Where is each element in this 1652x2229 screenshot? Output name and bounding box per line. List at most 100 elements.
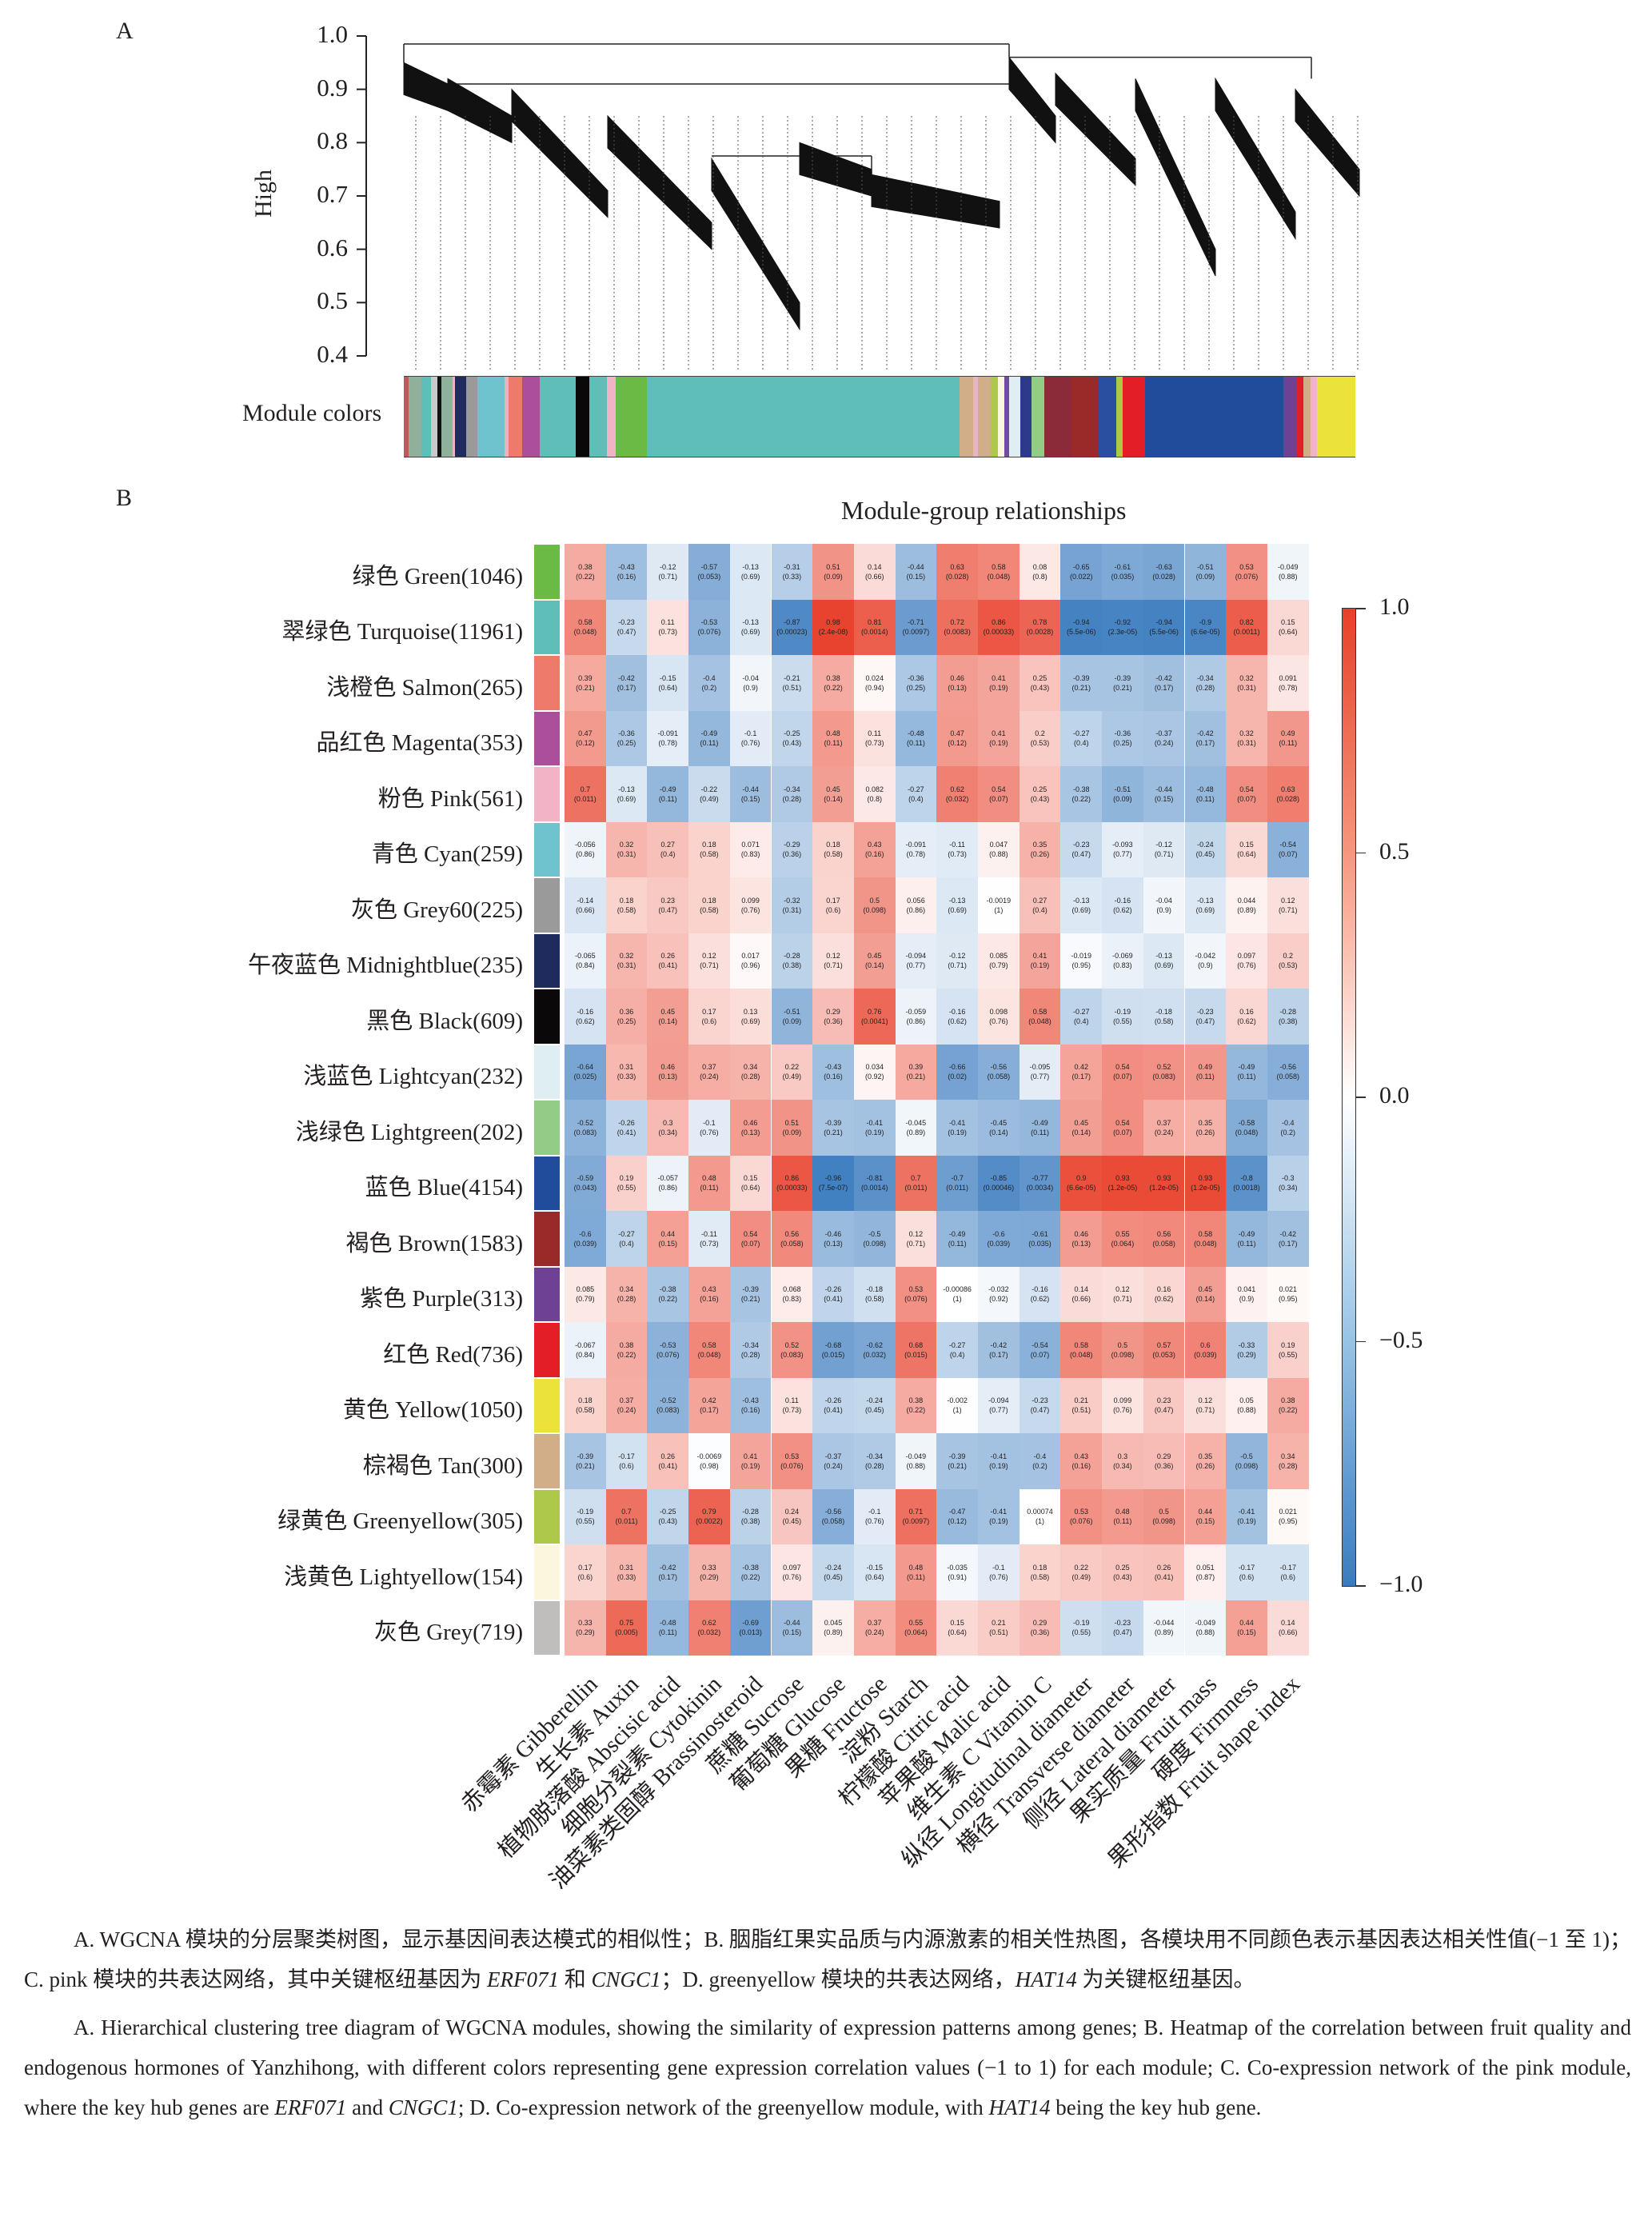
cell-p-value: (0.69) xyxy=(1071,905,1091,914)
heatmap-cell: 0.044 (0.89) xyxy=(1226,877,1267,933)
cell-p-value: (0.028) xyxy=(1276,794,1299,803)
cell-p-value: (0.028) xyxy=(1152,572,1175,581)
cell-p-value: (0.048) xyxy=(697,1350,721,1359)
cell-correlation: -0.34 xyxy=(1197,673,1214,682)
cell-p-value: (0.66) xyxy=(1278,1628,1298,1637)
cell-p-value: (0.49) xyxy=(782,1073,802,1081)
cell-p-value: (0.22) xyxy=(824,683,843,692)
dendrogram-cluster xyxy=(1055,72,1136,186)
cell-correlation: 0.62 xyxy=(950,785,964,793)
heatmap-cell: 0.63 (0.028) xyxy=(936,544,978,600)
cell-p-value: (0.41) xyxy=(824,1406,843,1415)
cell-correlation: 0.82 xyxy=(1239,618,1254,627)
cell-correlation: -0.62 xyxy=(866,1340,883,1349)
module-color-strip xyxy=(404,376,1355,457)
heatmap-cell: 0.58 (0.048) xyxy=(565,599,606,655)
module-color-segment xyxy=(1020,377,1032,457)
heatmap-cell: 0.35 (0.26) xyxy=(1184,1100,1227,1156)
cell-correlation: 0.17 xyxy=(578,1563,593,1572)
cell-p-value: (0.69) xyxy=(1154,961,1174,970)
cell-p-value: (0.36) xyxy=(1154,1461,1174,1470)
heatmap-cell: 0.53 (0.076) xyxy=(895,1266,937,1322)
cell-p-value: (0.58) xyxy=(617,905,636,914)
cell-p-value: (0.11) xyxy=(658,794,677,803)
cell-correlation: 0.08 xyxy=(1032,562,1047,571)
cell-correlation: 0.42 xyxy=(1074,1063,1088,1072)
heatmap-cell: -0.65 (0.022) xyxy=(1060,544,1103,600)
dendrogram xyxy=(357,35,1360,370)
cell-p-value: (0.16) xyxy=(617,572,636,581)
cell-p-value: (0.29) xyxy=(700,1572,719,1581)
cell-correlation: 0.58 xyxy=(702,1340,716,1349)
cell-correlation: 0.21 xyxy=(1074,1396,1088,1405)
cell-correlation: 0.98 xyxy=(826,618,840,627)
cell-correlation: 0.93 xyxy=(1156,1174,1171,1183)
cell-p-value: (0.47) xyxy=(617,628,636,637)
heatmap-cell: 0.2 (0.53) xyxy=(1267,933,1309,989)
cell-p-value: (0.51) xyxy=(1071,1406,1091,1415)
heatmap-cell: 0.53 (0.076) xyxy=(771,1433,813,1489)
cell-p-value: (0.64) xyxy=(864,1572,884,1581)
heatmap-cell: -0.065 (0.84) xyxy=(565,933,606,989)
cell-p-value: (0.19) xyxy=(1237,1517,1256,1526)
cell-correlation: -0.17 xyxy=(618,1452,635,1460)
cell-correlation: -0.3 xyxy=(1281,1174,1295,1183)
cell-p-value: (0.64) xyxy=(658,683,677,692)
cell-correlation: 0.29 xyxy=(1156,1452,1171,1460)
cell-p-value: (0.07) xyxy=(740,1239,760,1248)
cell-p-value: (0.083) xyxy=(1152,1073,1175,1081)
heatmap-row-label: 灰色 Grey60(225) xyxy=(350,897,523,923)
heatmap-cell: -0.53 (0.076) xyxy=(647,1322,689,1378)
cell-correlation: -0.49 xyxy=(700,729,718,738)
cell-p-value: (0.83) xyxy=(782,1295,802,1304)
cell-correlation: -0.66 xyxy=(948,1063,966,1072)
cell-correlation: 0.36 xyxy=(619,1007,634,1016)
heatmap-cell: 0.099 (0.76) xyxy=(1102,1377,1143,1433)
module-color-segment xyxy=(1044,377,1071,457)
cell-p-value: (0.28) xyxy=(740,1073,760,1081)
cell-p-value: (0.16) xyxy=(824,1073,843,1081)
cell-correlation: -0.095 xyxy=(1029,1063,1051,1072)
module-color-segment xyxy=(607,377,617,457)
cell-correlation: 0.14 xyxy=(1280,1619,1295,1628)
cell-correlation: -0.093 xyxy=(1112,841,1133,849)
cell-correlation: 0.38 xyxy=(578,562,593,571)
cell-p-value: (0.07) xyxy=(1237,794,1256,803)
cell-correlation: -0.13 xyxy=(948,896,966,905)
colorbar-tick-mark xyxy=(1356,1097,1366,1098)
cell-correlation: -0.17 xyxy=(1279,1563,1296,1572)
cell-p-value: (1.2e-05) xyxy=(1191,1184,1220,1192)
cell-correlation: -0.13 xyxy=(618,785,635,793)
cell-p-value: (0.058) xyxy=(987,1073,1011,1081)
heatmap-cell: 0.58 (0.048) xyxy=(1019,989,1061,1045)
heatmap-cell: 0.29 (0.36) xyxy=(1143,1433,1185,1489)
heatmap-cell: 0.58 (0.048) xyxy=(1184,1211,1227,1267)
heatmap-cell: 0.15 (0.64) xyxy=(936,1600,978,1656)
cell-p-value: (0.9) xyxy=(743,683,758,692)
cell-correlation: 0.56 xyxy=(1156,1229,1171,1238)
module-color-segment xyxy=(509,377,522,457)
cell-p-value: (0.31) xyxy=(617,961,636,970)
heatmap-cell: -0.51 (0.09) xyxy=(771,989,813,1045)
cell-p-value: (0.15) xyxy=(1195,1517,1215,1526)
cell-p-value: (0.73) xyxy=(864,739,884,748)
cell-p-value: (0.07) xyxy=(1278,850,1298,859)
heatmap-cell: -0.61 (0.035) xyxy=(1102,544,1143,600)
cell-p-value: (0.88) xyxy=(989,850,1008,859)
cell-correlation: -0.41 xyxy=(990,1508,1008,1516)
heatmap-cell: 0.29 (0.36) xyxy=(812,989,854,1045)
heatmap-cell: 0.085 (0.79) xyxy=(565,1266,606,1322)
cell-correlation: -0.54 xyxy=(1032,1340,1048,1349)
cell-correlation: -0.39 xyxy=(742,1285,759,1294)
heatmap-cell: 0.16 (0.62) xyxy=(1143,1266,1185,1322)
heatmap-cell: 0.34 (0.28) xyxy=(605,1266,648,1322)
cell-p-value: (0.89) xyxy=(824,1628,843,1637)
cell-p-value: (0.79) xyxy=(576,1295,595,1304)
cell-p-value: (0.47) xyxy=(1195,1017,1215,1025)
module-color-segment xyxy=(1004,377,1009,457)
cell-correlation: -0.00086 xyxy=(943,1285,972,1294)
heatmap-cell: -0.27 (0.4) xyxy=(895,766,937,822)
cell-correlation: 0.18 xyxy=(702,896,716,905)
cell-p-value: (0.0083) xyxy=(944,628,971,637)
cell-p-value: (0.21) xyxy=(824,1128,843,1136)
